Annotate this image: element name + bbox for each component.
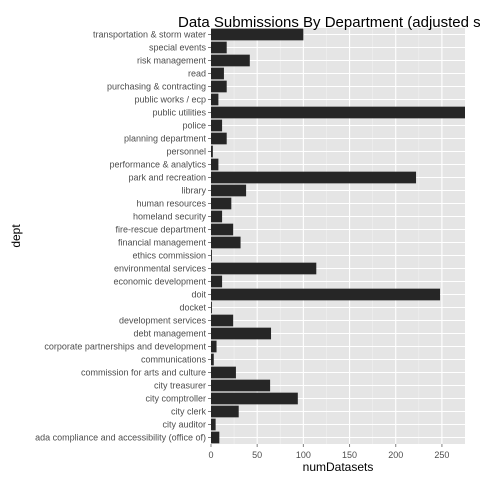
plot-panel [211,28,465,444]
category-label: read [188,69,206,79]
x-tick-label: 150 [342,450,357,460]
bar [211,106,465,119]
bar [211,223,234,236]
bar [211,431,220,444]
category-tick-labels: transportation & storm water special even… [35,30,211,443]
category-label: public works / ecp [134,95,206,105]
category-label: city clerk [171,407,207,417]
bar [211,314,234,327]
category-label: debt management [133,329,206,339]
category-label: special events [149,43,207,53]
bar [211,301,212,314]
category-label: performance & analytics [109,160,206,170]
category-label: financial management [118,238,207,248]
category-label: city comptroller [145,394,206,404]
bar [211,366,236,379]
category-label: economic development [113,277,206,287]
bars [211,28,465,444]
bar [211,288,441,301]
category-label: purchasing & contracting [107,82,206,92]
category-label: fire-rescue department [115,225,206,235]
x-tick-label: 200 [388,450,403,460]
bar [211,119,223,132]
category-label: risk management [137,56,207,66]
category-label: library [181,186,206,196]
bar [211,340,217,353]
category-label: corporate partnerships and development [44,342,206,352]
category-label: environmental services [114,264,207,274]
category-label: ada compliance and accessibility (office… [35,433,206,443]
bar [211,158,219,171]
x-tick-label: 250 [434,450,449,460]
bar [211,28,304,41]
category-label: park and recreation [128,173,206,183]
bar [211,145,213,158]
category-label: city treasurer [154,381,206,391]
category-label: personnel [166,147,206,157]
category-label: ethics commission [132,251,206,261]
bar [211,171,417,184]
category-label: human resources [136,199,206,209]
category-label: doit [191,290,206,300]
category-label: transportation & storm water [93,30,206,40]
bar [211,132,227,145]
bar [211,327,272,340]
bar [211,353,214,366]
gridlines [210,28,465,444]
bar [211,236,241,249]
bar [211,54,250,67]
x-tick-labels: 0 50 100 150 200 250 [208,444,449,460]
category-label: communications [141,355,207,365]
x-tick-label: 50 [252,450,262,460]
bar [211,418,216,431]
category-label: development services [119,316,207,326]
chart-title: Data Submissions By Department (adjusted… [178,14,480,31]
bar [211,275,223,288]
bar [211,197,232,210]
category-label: city auditor [162,420,206,430]
x-tick-label: 0 [208,450,213,460]
category-label: police [182,121,206,131]
bar [211,41,227,54]
bar [211,93,219,106]
category-label: homeland security [133,212,207,222]
bar [211,184,247,197]
bar [211,249,212,262]
bar [211,379,271,392]
x-tick-label: 100 [296,450,311,460]
bar [211,67,224,80]
bar [211,210,223,223]
category-label: docket [179,303,206,313]
x-axis-title: numDatasets [303,460,374,474]
bar [211,80,227,93]
category-label: commission for arts and culture [81,368,206,378]
bar [211,392,298,405]
y-axis-title: dept [9,224,23,248]
bar [211,405,239,418]
bar [211,262,317,275]
category-label: planning department [124,134,207,144]
category-label: public utilities [152,108,206,118]
